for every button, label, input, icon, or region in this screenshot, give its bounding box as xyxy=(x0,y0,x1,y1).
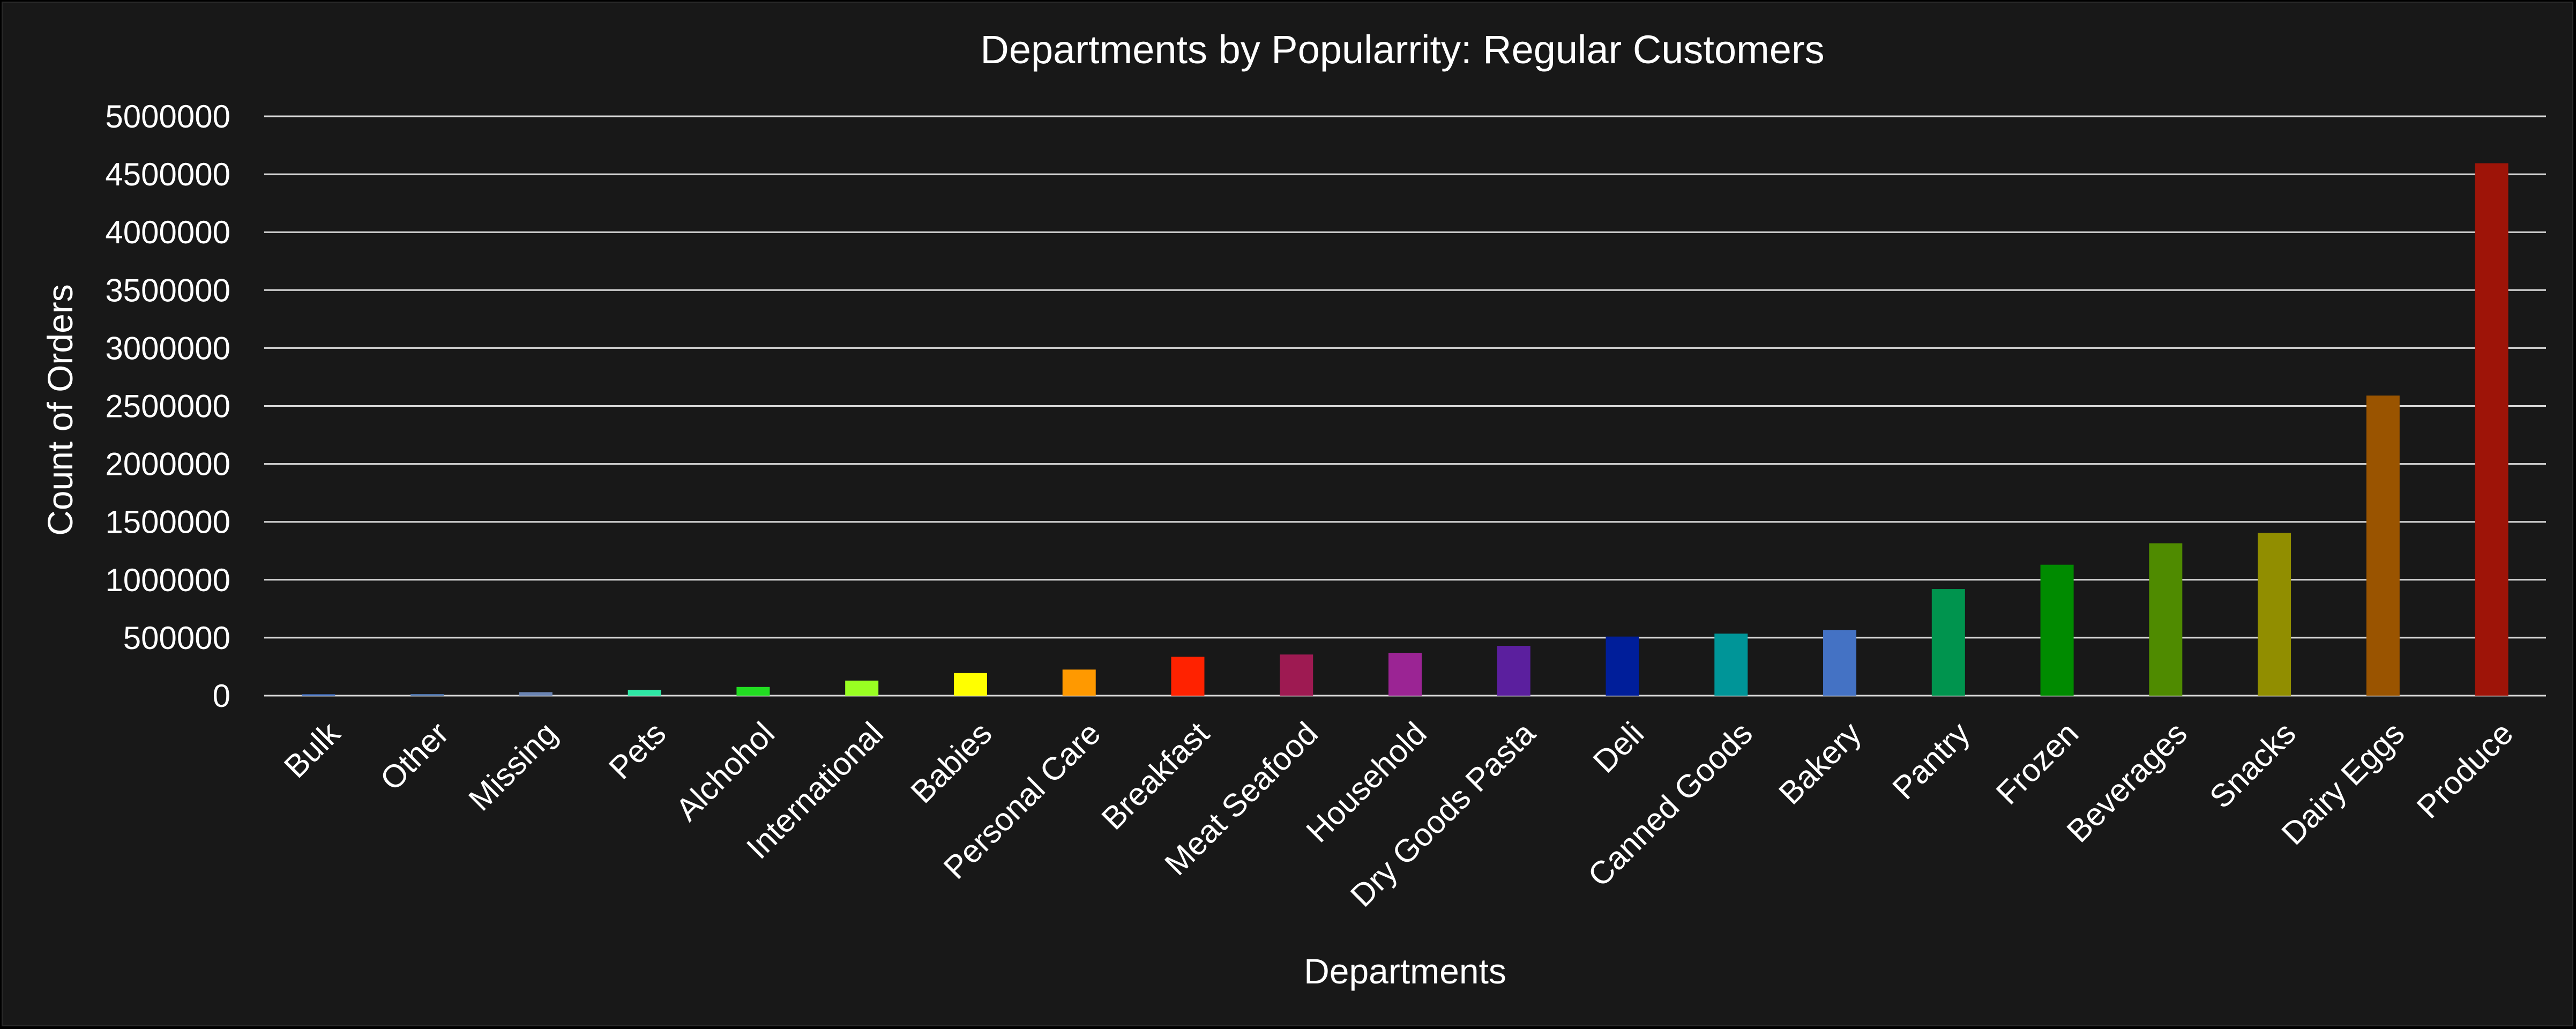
bar-bakery xyxy=(1823,630,1857,696)
x-tick-label: Babies xyxy=(904,715,999,810)
x-tick-label: Bakery xyxy=(1772,715,1868,811)
bar-pets xyxy=(628,690,661,696)
x-axis-ticks: Bulk Other Missing PetsAlchoholInternationa… xyxy=(277,715,2520,914)
bar-dairy-eggs xyxy=(2366,396,2400,696)
y-tick-label: 0 xyxy=(213,678,230,714)
bar-household xyxy=(1388,653,1422,696)
x-tick-label: Produce xyxy=(2410,715,2520,825)
bar-beverages xyxy=(2149,543,2183,696)
bar-snacks xyxy=(2258,533,2291,696)
bar-international xyxy=(845,680,879,696)
bar-meat-seafood xyxy=(1280,654,1313,696)
y-tick-label: 3500000 xyxy=(105,272,230,308)
bar-missing xyxy=(519,692,552,696)
y-axis-ticks: 0 500000 1000000 1500000 2000000 2500000 30000… xyxy=(105,99,230,714)
y-tick-label: 4500000 xyxy=(105,156,230,192)
x-axis-title: Departments xyxy=(1304,951,1506,991)
x-tick-label: Other xyxy=(373,715,455,797)
y-tick-label: 500000 xyxy=(123,620,230,656)
bar-pantry xyxy=(1931,589,1965,696)
y-tick-label: 4000000 xyxy=(105,214,230,250)
bar-other xyxy=(410,694,444,696)
bar-produce xyxy=(2475,163,2508,696)
x-tick-label: Alchohol xyxy=(669,715,781,827)
bar-bulk xyxy=(302,694,335,696)
gridlines xyxy=(264,115,2546,697)
y-tick-label: 1000000 xyxy=(105,562,230,598)
x-tick-label: Snacks xyxy=(2202,715,2303,815)
y-tick-label: 2500000 xyxy=(105,389,230,424)
bar-deli xyxy=(1606,636,1639,696)
y-axis-title: Count of Orders xyxy=(40,284,80,536)
x-tick-label: Pantry xyxy=(1886,715,1977,806)
bar-chart: Departments by Popularrity: Regular Cust… xyxy=(40,27,2546,991)
bar-personal-care xyxy=(1062,669,1096,696)
x-tick-label: Dry Goods Pasta xyxy=(1343,715,1542,914)
bar-alchohol xyxy=(736,687,770,696)
y-tick-label: 5000000 xyxy=(105,99,230,135)
x-tick-label: Frozen xyxy=(1989,715,2085,811)
x-tick-label: Bulk xyxy=(277,715,347,785)
y-tick-label: 1500000 xyxy=(105,504,230,540)
y-tick-label: 3000000 xyxy=(105,330,230,366)
bar-frozen xyxy=(2040,564,2074,696)
bar-dry-goods-pasta xyxy=(1497,646,1530,696)
bar-canned-goods xyxy=(1714,633,1748,696)
bar-breakfast xyxy=(1171,657,1205,696)
bar-babies xyxy=(953,673,987,696)
x-tick-label: Missing xyxy=(461,715,564,817)
bars xyxy=(302,163,2508,696)
x-tick-label: Pets xyxy=(602,715,673,786)
chart-title: Departments by Popularrity: Regular Cust… xyxy=(980,27,1824,72)
x-tick-label: Deli xyxy=(1586,715,1651,779)
y-tick-label: 2000000 xyxy=(105,446,230,482)
